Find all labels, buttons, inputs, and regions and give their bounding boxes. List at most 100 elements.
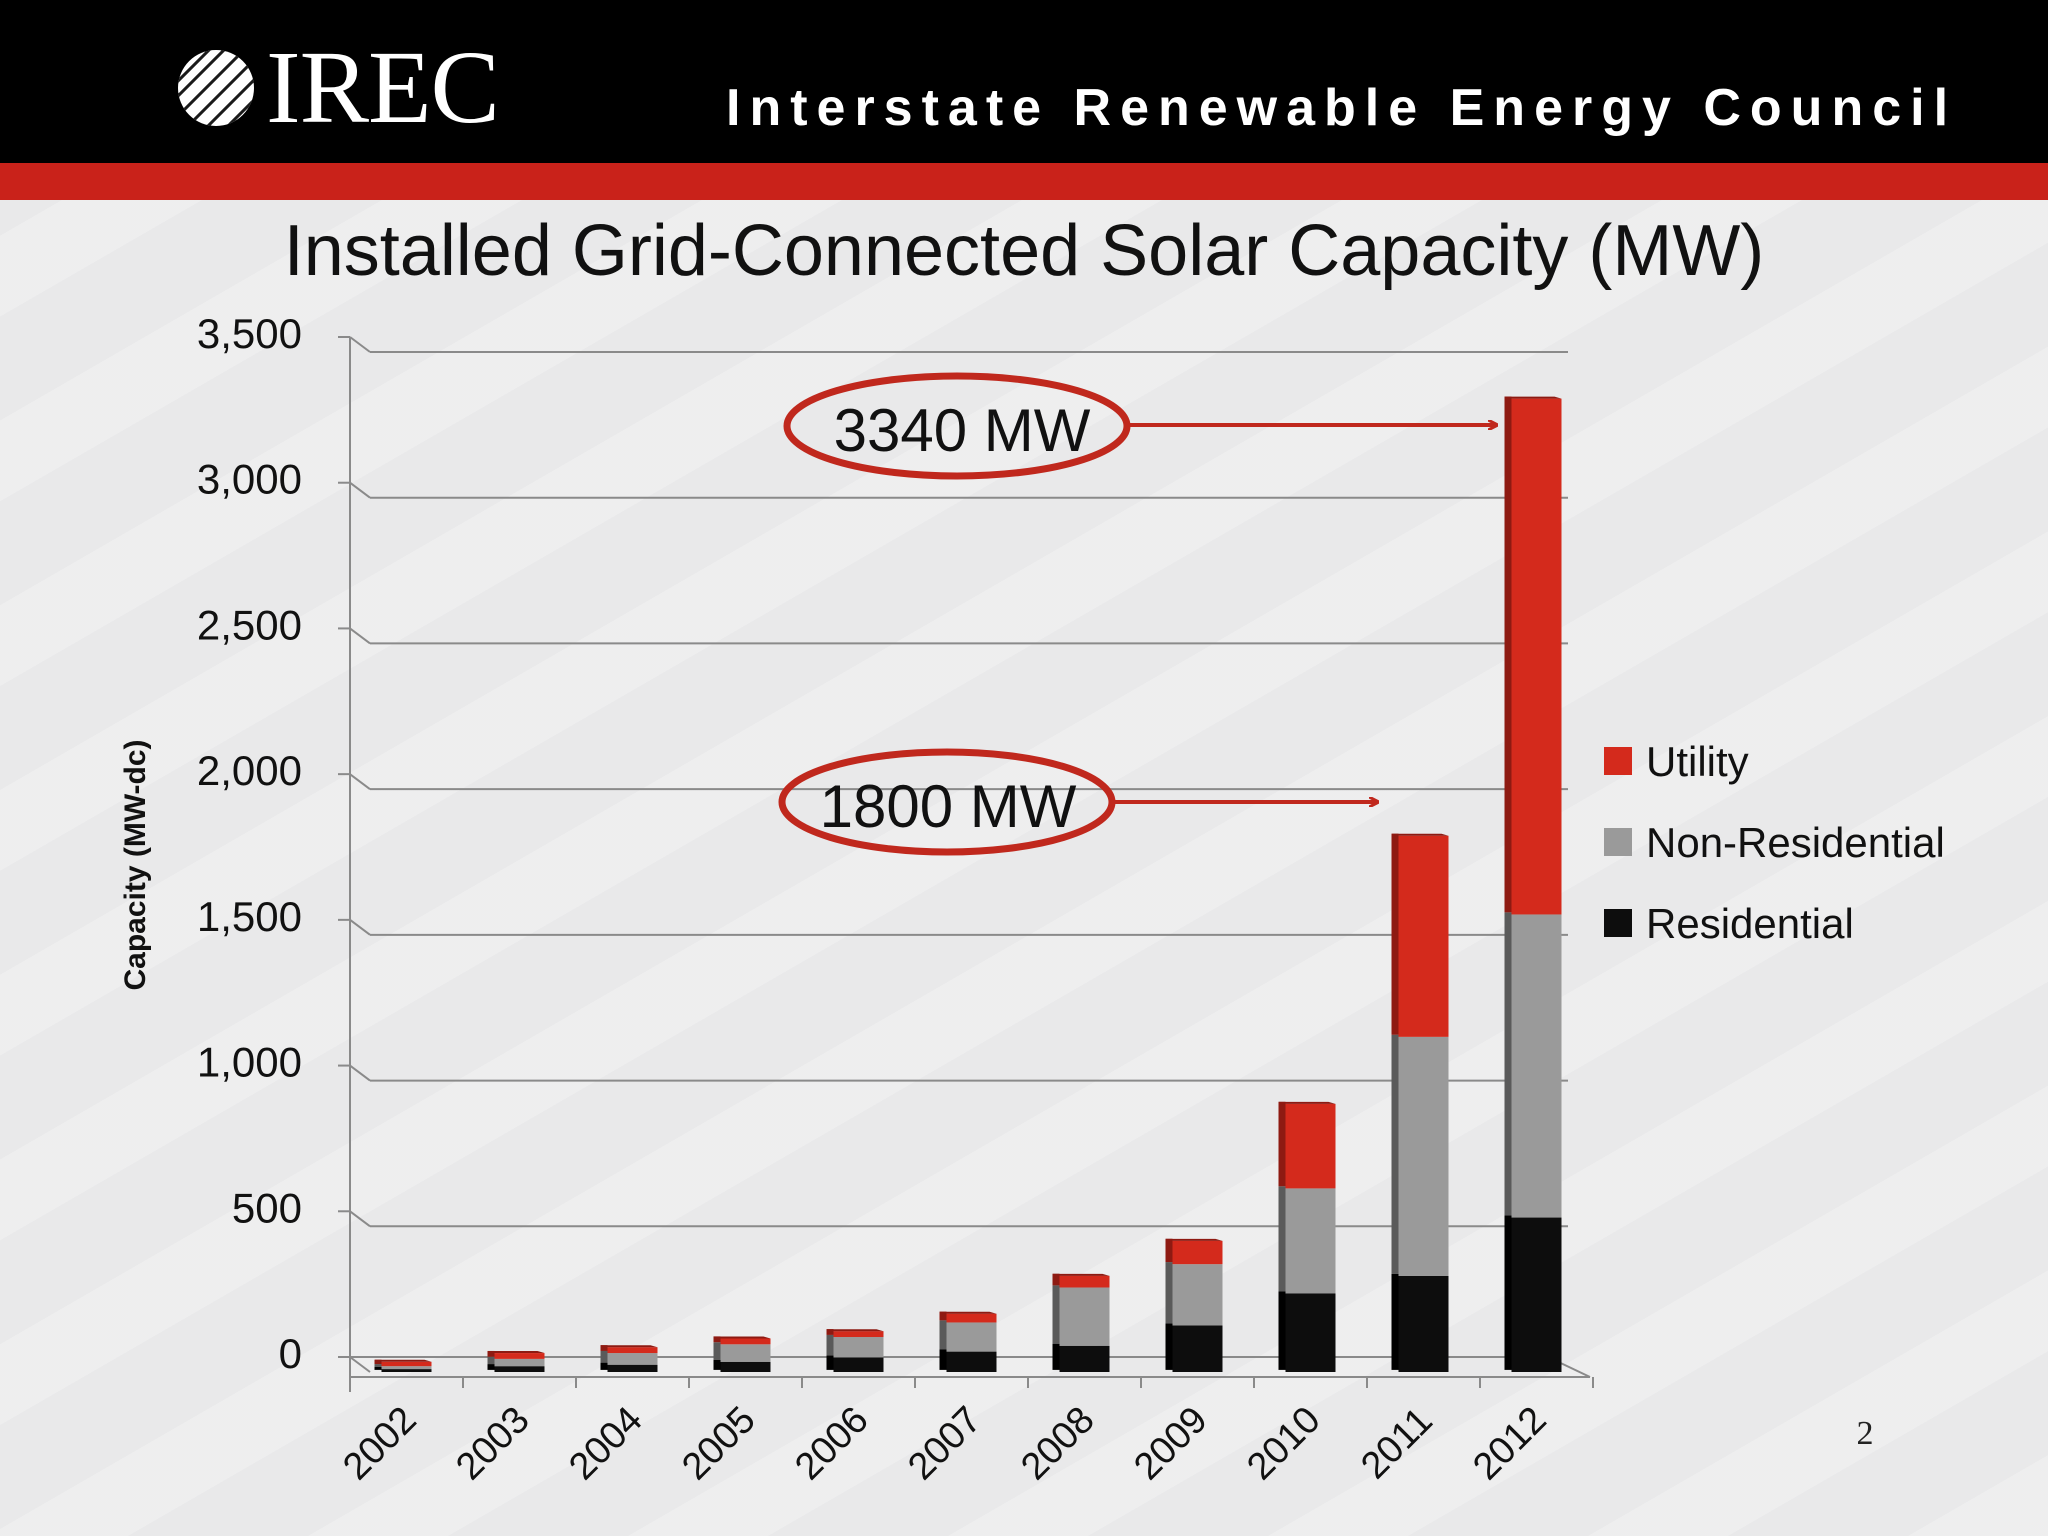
bar-non-residential-2007-side [939,1320,947,1350]
bar-residential-2003-side [487,1364,495,1370]
bar-residential-2008 [1059,1345,1110,1372]
bar-utility-2008-side [1052,1273,1060,1286]
bar-utility-2007 [946,1313,997,1323]
y-tick-connector [349,1064,371,1082]
bar-residential-2006-side [826,1355,834,1370]
bar-residential-2004 [607,1364,658,1372]
bar-utility-2002-side [374,1359,382,1365]
bar-utility-2010 [1285,1103,1336,1189]
bar-utility-2004 [607,1347,658,1354]
bar-residential-2011-side [1391,1273,1399,1370]
gridlines [370,351,1568,1228]
bar-utility-2012 [1511,398,1562,915]
bar-utility-2012-side [1504,396,1512,913]
bar-non-residential-2008-side [1052,1285,1060,1344]
legend-swatch-utility [1604,747,1632,775]
legend: Utility Non-Residential Residential [1604,738,1945,947]
bars [374,396,1562,1372]
y-tick-connector [349,481,371,499]
bar-residential-2005 [720,1361,771,1372]
bar-non-residential-2009 [1172,1264,1223,1326]
y-tick-label: 2,500 [197,601,302,648]
bar-non-residential-2006-side [826,1334,834,1356]
header-bar [0,0,2048,163]
irec-logo: IREC [176,30,500,145]
bar-utility-2010-side [1278,1101,1286,1187]
bar-residential-2002-side [374,1366,382,1370]
y-tick-connector [349,919,371,936]
legend-label-non-residential: Non-Residential [1646,819,1945,866]
bar-top-2011 [1391,833,1449,836]
x-tick-label-2004: 2004 [561,1399,650,1488]
x-tick-label-2008: 2008 [1013,1399,1102,1488]
bar-utility-2003-side [487,1350,495,1357]
bar-utility-2008 [1059,1275,1110,1288]
annotation-label-2011: 1800 MW [820,773,1077,840]
x-tick-label-2011: 2011 [1353,1400,1440,1487]
bar-non-residential-2010 [1285,1188,1336,1294]
y-tick-connector [349,627,371,645]
annotations: 3340 MW 1800 MW [778,372,1497,856]
y-tick-connector [349,1356,371,1373]
x-tick-label-2005: 2005 [674,1399,763,1488]
bar-utility-2009-side [1165,1238,1173,1263]
y-tick-label: 2,000 [197,747,302,794]
bar-non-residential-2006 [833,1337,884,1358]
y-tick-connector [349,773,371,790]
bar-residential-2007 [946,1351,997,1372]
bar-utility-2006 [833,1331,884,1338]
page-number: 2 [1856,1415,1874,1452]
bar-non-residential-2004 [607,1353,658,1365]
y-tick-label: 1,000 [197,1039,302,1086]
bar-residential-2012 [1511,1217,1562,1372]
bar-non-residential-2003 [494,1358,545,1367]
bar-residential-2010-side [1278,1291,1286,1370]
bar-residential-2011 [1398,1275,1449,1372]
x-tick-label-2010: 2010 [1239,1399,1328,1488]
bar-non-residential-2002 [381,1366,432,1370]
bar-non-residential-2005 [720,1344,771,1362]
bar-residential-2010 [1285,1293,1336,1372]
y-tick-label: 3,000 [197,456,302,503]
legend-label-residential: Residential [1646,900,1854,947]
bar-residential-2009-side [1165,1323,1173,1370]
bar-residential-2005-side [713,1359,721,1370]
x-tick-label-2006: 2006 [787,1399,876,1488]
bar-top-2010 [1278,1101,1336,1104]
bar-non-residential-2012-side [1504,912,1512,1216]
bar-non-residential-2003-side [487,1356,495,1365]
axes [338,336,1594,1392]
bar-utility-2004-side [600,1345,608,1351]
bar-utility-2011 [1398,835,1449,1037]
chart-title: Installed Grid-Connected Solar Capacity … [283,211,1765,291]
bar-non-residential-2004-side [600,1350,608,1363]
bar-utility-2003 [494,1353,545,1359]
y-tick-label: 0 [279,1330,302,1377]
header-accent-stripe [0,163,2048,200]
bar-non-residential-2011 [1398,1036,1449,1276]
y-tick-label: 3,500 [197,310,302,357]
legend-swatch-non-residential [1604,828,1632,856]
bar-non-residential-2009-side [1165,1262,1173,1324]
bar-utility-2007-side [939,1311,947,1321]
bar-utility-2006-side [826,1329,834,1335]
globe-icon [178,50,254,126]
bar-utility-2002 [381,1361,432,1367]
bar-utility-2009 [1172,1240,1223,1265]
x-tick-label-2007: 2007 [900,1399,989,1488]
bar-utility-2011-side [1391,833,1399,1035]
bar-top-2012 [1504,396,1562,399]
y-tick-labels: 0 500 1,000 1,500 2,000 2,500 3,000 3,500 [197,310,302,1377]
annotation-label-2012: 3340 MW [834,397,1091,464]
bar-utility-2005-side [713,1336,721,1343]
bar-top-2002 [374,1359,432,1362]
bar-non-residential-2010-side [1278,1186,1286,1292]
y-axis-label: Capacity (MW-dc) [119,739,152,990]
bar-non-residential-2012 [1511,914,1562,1218]
x-tick-label-2012: 2012 [1465,1399,1554,1488]
legend-label-utility: Utility [1646,738,1749,785]
x-tick-label-2002: 2002 [335,1399,424,1488]
bar-non-residential-2011-side [1391,1034,1399,1274]
logo-text: IREC [266,30,500,145]
